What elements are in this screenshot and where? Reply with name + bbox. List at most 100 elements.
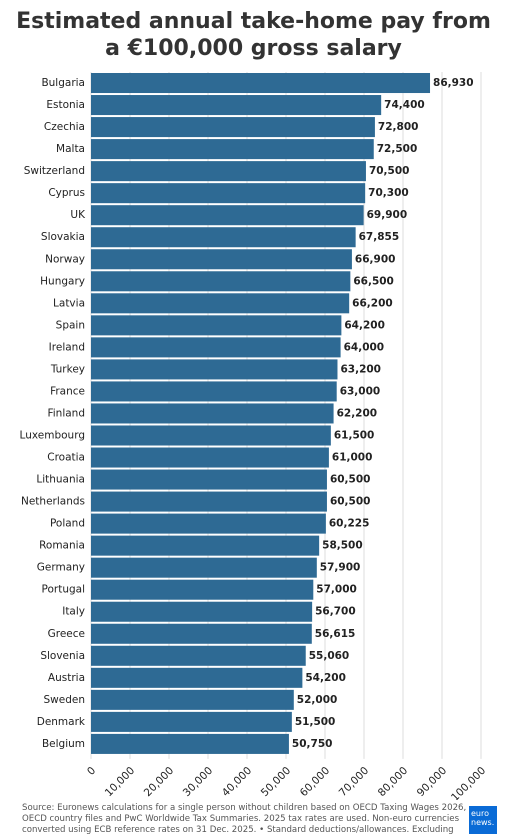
- bar: [91, 667, 303, 688]
- y-tick-label: Poland: [50, 518, 85, 530]
- bar: [91, 491, 327, 512]
- y-tick-label: Slovakia: [41, 231, 85, 243]
- value-label: 50,750: [292, 738, 333, 750]
- value-label: 67,855: [359, 231, 400, 243]
- value-label: 51,500: [295, 716, 336, 728]
- bar: [91, 623, 312, 644]
- value-label: 54,200: [305, 672, 346, 684]
- value-label: 57,900: [320, 562, 361, 574]
- y-tick-label: Denmark: [37, 716, 86, 728]
- bar: [91, 161, 366, 182]
- value-label: 74,400: [384, 99, 425, 111]
- x-tick-label: 0: [85, 765, 98, 778]
- y-tick-label: Finland: [47, 407, 85, 419]
- bar: [91, 359, 338, 380]
- value-label: 63,200: [340, 363, 381, 375]
- bar: [91, 139, 374, 160]
- value-label: 72,500: [377, 143, 418, 155]
- value-label: 86,930: [433, 77, 474, 89]
- chart-title: Estimated annual take-home pay from a €1…: [16, 9, 491, 61]
- bar: [91, 73, 431, 94]
- y-tick-label: Croatia: [47, 452, 85, 464]
- bar: [91, 117, 375, 138]
- x-tick-label: 70,000: [337, 765, 371, 799]
- value-label: 64,200: [344, 319, 385, 331]
- chart: 0 10,000 20,000 30,000 40,000 50,000 60,000 70,…: [20, 72, 488, 800]
- y-tick-label: Ireland: [49, 341, 85, 353]
- value-label: 56,700: [315, 606, 356, 618]
- value-label: 64,000: [344, 341, 385, 353]
- value-label: 57,000: [316, 584, 357, 596]
- bar: [91, 469, 327, 490]
- y-tick-label: France: [50, 385, 85, 397]
- x-tick-label: 90,000: [415, 765, 449, 799]
- value-label: 61,500: [334, 429, 375, 441]
- y-tick-label: Switzerland: [24, 165, 85, 177]
- bar: [91, 95, 382, 116]
- y-tick-label: Netherlands: [21, 496, 85, 508]
- source-note: Source: Euronews calculations for a sing…: [22, 803, 467, 835]
- value-label: 60,500: [330, 474, 371, 486]
- value-label: 60,500: [330, 496, 371, 508]
- bar: [91, 403, 334, 424]
- value-label: 70,300: [368, 187, 409, 199]
- y-tick-label: Spain: [56, 319, 85, 331]
- y-tick-label: Sweden: [44, 694, 86, 706]
- bar: [91, 733, 289, 754]
- y-tick-label: Norway: [45, 253, 85, 265]
- value-label: 66,500: [353, 275, 394, 287]
- y-tick-label: UK: [70, 209, 86, 221]
- bar: [91, 535, 320, 556]
- bar: [91, 447, 329, 468]
- x-tick-label: 10,000: [103, 765, 137, 799]
- y-tick-label: Luxembourg: [20, 429, 85, 441]
- value-label: 66,200: [352, 297, 393, 309]
- x-tick-label: 80,000: [376, 765, 410, 799]
- y-tick-label: Cyprus: [48, 187, 85, 199]
- x-tick-label: 50,000: [259, 765, 293, 799]
- bar: [91, 293, 350, 314]
- value-label: 61,000: [332, 452, 373, 464]
- y-tick-label: Germany: [37, 562, 85, 574]
- value-label: 55,060: [309, 650, 350, 662]
- y-tick-label: Hungary: [40, 275, 85, 287]
- value-label: 52,000: [297, 694, 338, 706]
- x-tick-label: 40,000: [220, 765, 254, 799]
- bar: [91, 601, 313, 622]
- bar: [91, 513, 326, 534]
- value-label: 70,500: [369, 165, 410, 177]
- bar: [91, 227, 356, 248]
- bar: [91, 337, 341, 358]
- value-label: 60,225: [329, 518, 370, 530]
- y-tick-label: Greece: [48, 628, 85, 640]
- value-label: 62,200: [337, 407, 378, 419]
- bar: [91, 271, 351, 292]
- y-tick-label: Czechia: [44, 121, 85, 133]
- y-tick-label: Slovenia: [40, 650, 85, 662]
- bar: [91, 645, 306, 666]
- x-tick-label: 60,000: [298, 765, 332, 799]
- logo: euro news.: [469, 806, 497, 834]
- value-label: 66,900: [355, 253, 396, 265]
- y-tick-label: Estonia: [46, 99, 85, 111]
- y-tick-label: Austria: [48, 672, 85, 684]
- value-label: 72,800: [378, 121, 419, 133]
- x-tick-label: 100,000: [449, 765, 488, 800]
- bar: [91, 689, 294, 710]
- bar: [91, 205, 364, 226]
- bar: [91, 183, 366, 204]
- bar: [91, 579, 314, 600]
- value-label: 69,900: [367, 209, 408, 221]
- y-tick-label: Turkey: [50, 363, 85, 375]
- y-tick-label: Malta: [56, 143, 85, 155]
- bar: [91, 425, 331, 446]
- bar: [91, 249, 352, 270]
- y-tick-label: Latvia: [53, 297, 85, 309]
- value-label: 58,500: [322, 540, 363, 552]
- bar: [91, 381, 337, 402]
- x-tick-label: 20,000: [142, 765, 176, 799]
- bar: [91, 557, 317, 578]
- y-tick-label: Portugal: [42, 584, 86, 596]
- x-tick-label: 30,000: [181, 765, 215, 799]
